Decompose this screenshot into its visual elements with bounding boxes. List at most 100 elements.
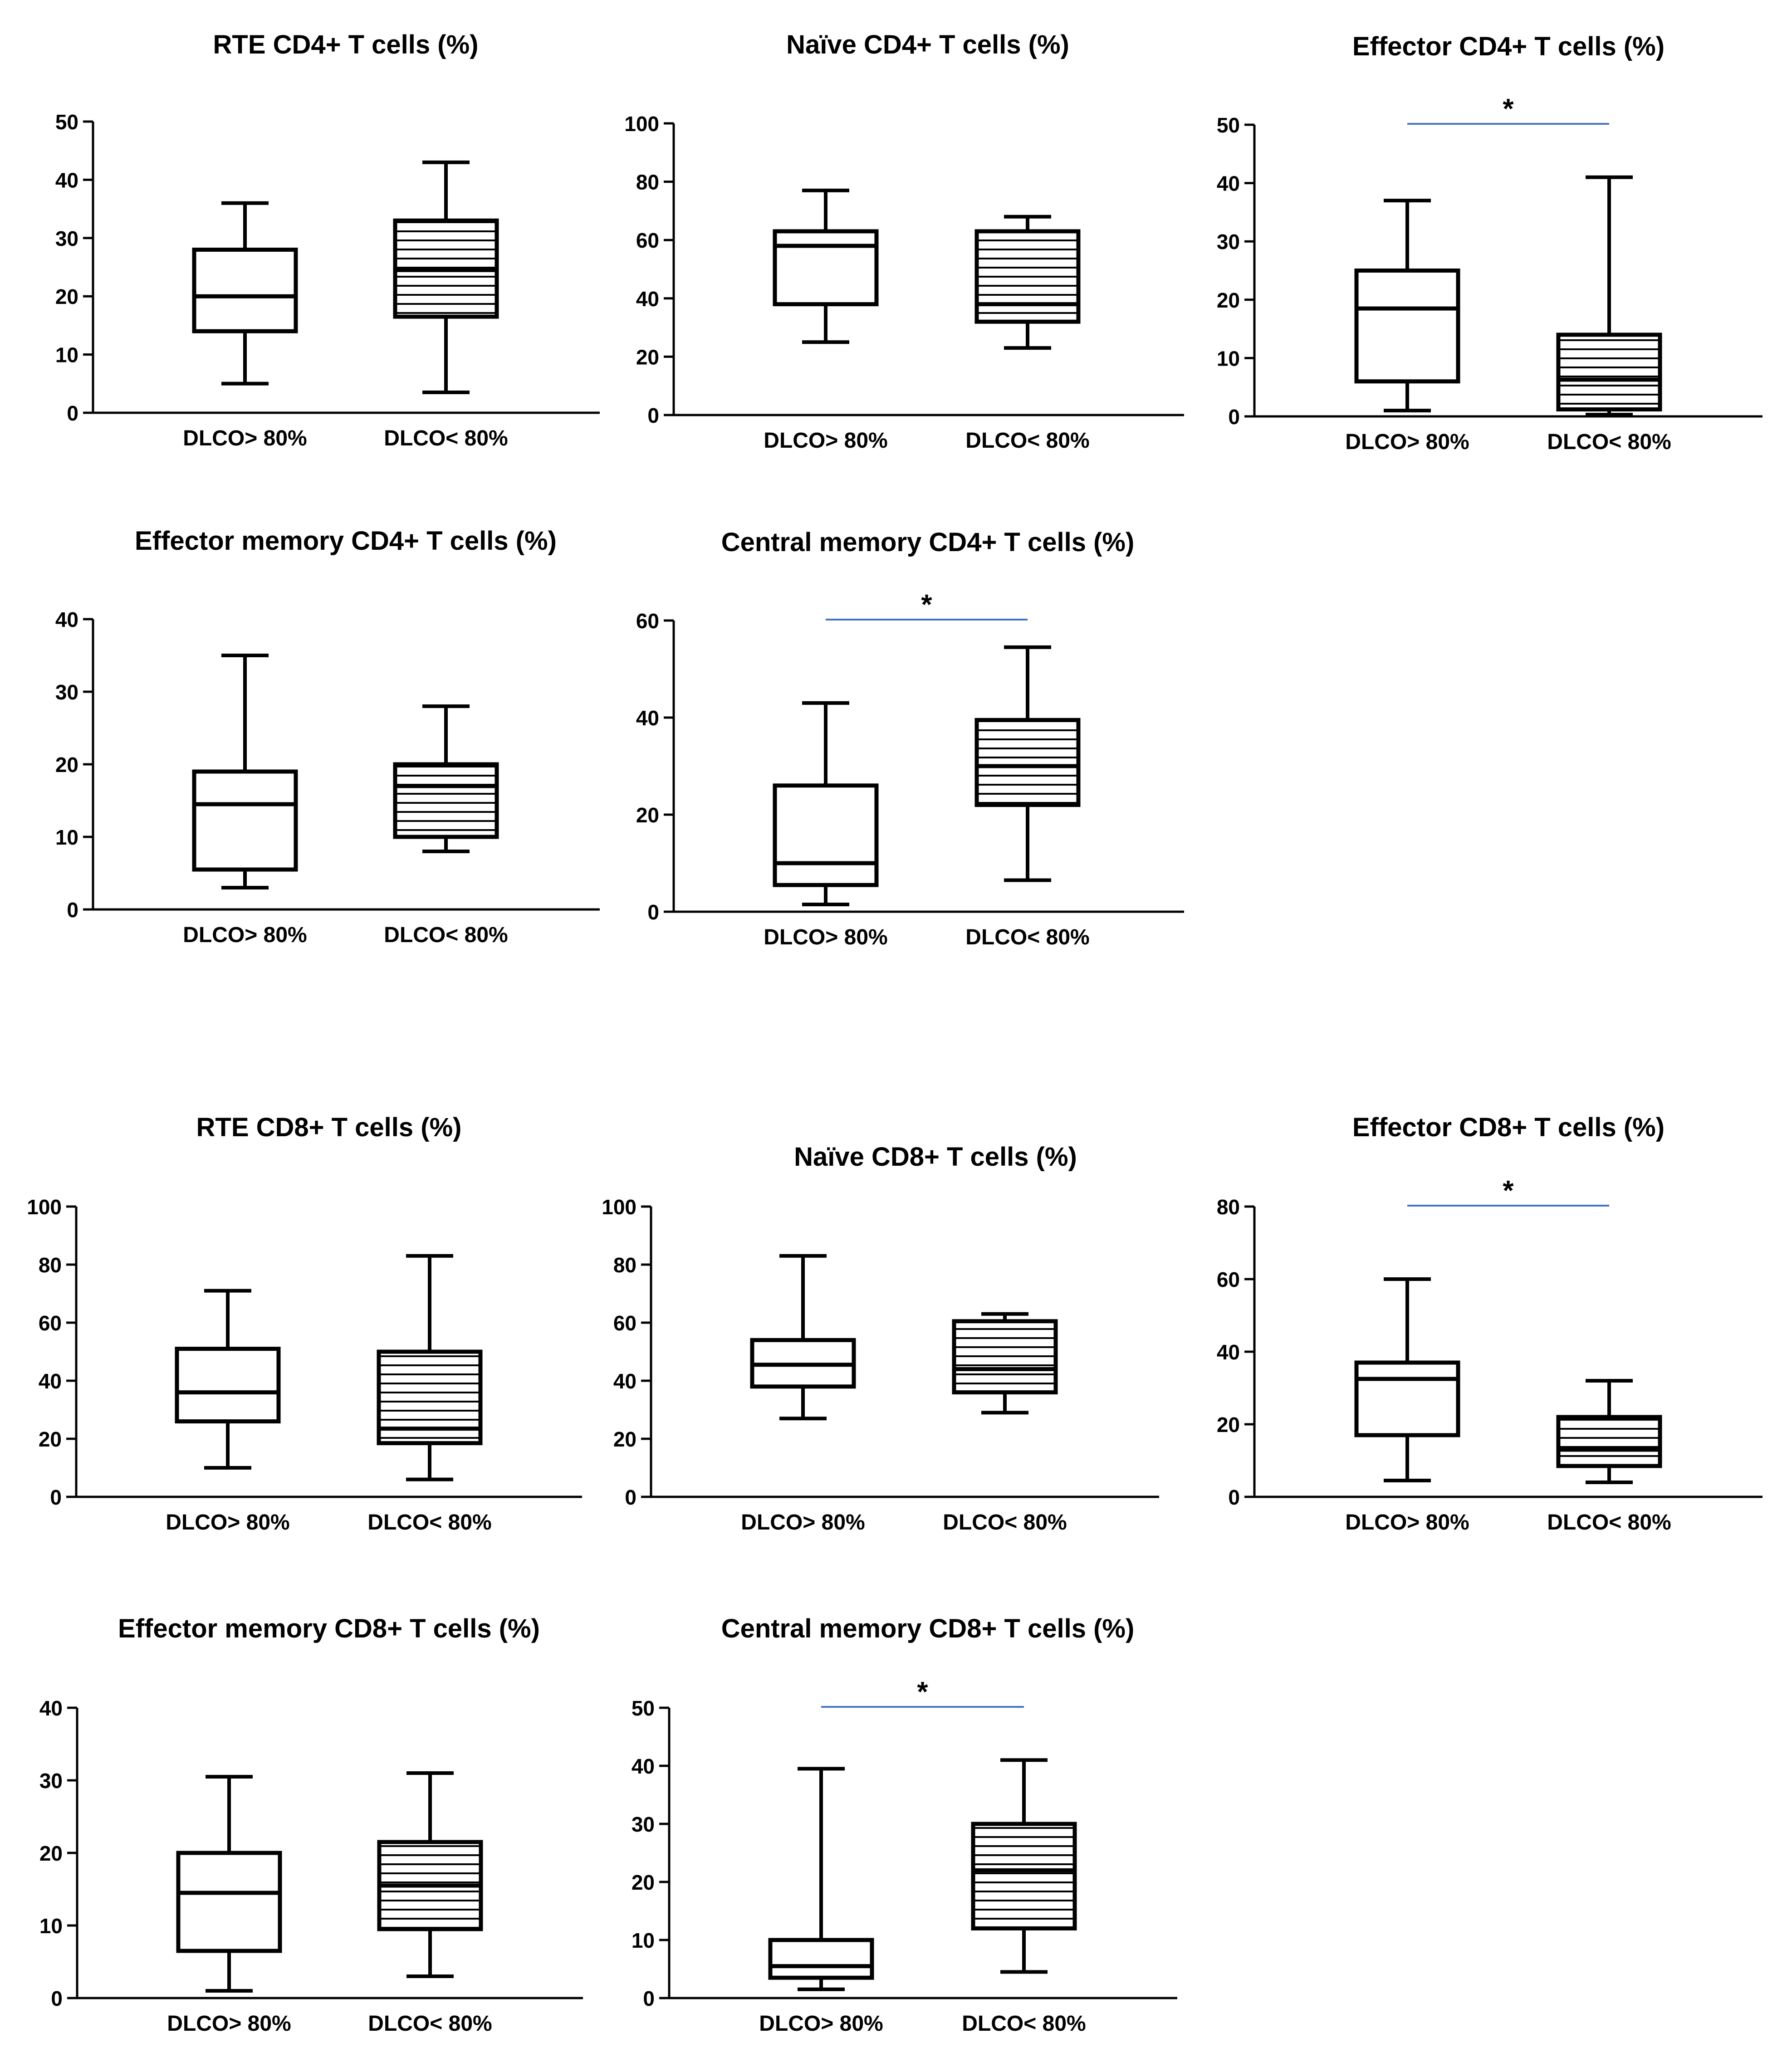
box-dlco-above-80 <box>192 654 298 889</box>
y-tick-label: 40 <box>55 168 78 192</box>
y-tick-label: 20 <box>613 1427 637 1451</box>
y-tick-label: 20 <box>39 1842 63 1865</box>
panel-6: RTE CD8+ T cells (%) 0 20 40 60 80 100 DLCO> 80… <box>27 1113 582 1534</box>
x-category-label: DLCO< 80% <box>368 2012 492 2036</box>
box-iqr <box>192 769 298 872</box>
y-tick-label: 10 <box>632 1929 655 1952</box>
box-background <box>1356 1363 1458 1435</box>
y-tick-label: 40 <box>632 1754 655 1778</box>
y-tick-label: 60 <box>39 1311 62 1335</box>
y-tick-label: 40 <box>636 287 659 311</box>
box-background <box>1356 270 1458 381</box>
y-tick-label: 50 <box>632 1696 655 1720</box>
y-tick-label: 100 <box>624 112 659 136</box>
y-tick-label: 40 <box>39 1369 62 1393</box>
x-category-label: DLCO< 80% <box>943 1510 1067 1534</box>
box-iqr <box>952 1319 1058 1395</box>
box-dlco-above-80 <box>176 1775 282 1993</box>
panel-title: Naïve CD8+ T cells (%) <box>794 1142 1077 1172</box>
y-tick-label: 20 <box>55 285 78 308</box>
box-iqr <box>1354 1360 1460 1437</box>
box-iqr <box>192 247 298 333</box>
box-background <box>194 772 296 870</box>
panel-10: Central memory CD8+ T cells (%) 0 10 20 30 40… <box>632 1614 1177 2036</box>
y-tick-label: 40 <box>613 1369 637 1393</box>
y-tick-label: 0 <box>647 404 659 427</box>
x-category-label: DLCO> 80% <box>183 426 307 450</box>
y-tick-label: 20 <box>1217 1413 1240 1437</box>
y-tick-label: 50 <box>1217 113 1240 137</box>
box-dlco-below-80 <box>393 160 499 395</box>
box-background <box>775 785 876 885</box>
panel-title: Effector CD8+ T cells (%) <box>1352 1113 1665 1142</box>
y-tick-label: 30 <box>39 1769 63 1793</box>
x-category-label: DLCO< 80% <box>965 925 1089 949</box>
y-tick-label: 60 <box>636 609 659 633</box>
panel-3: Effector CD4+ T cells (%) 0 10 20 30 40 50 DLCO… <box>1217 32 1763 454</box>
panel-4: Effector memory CD4+ T cells (%) 0 10 20 30 4… <box>55 526 600 947</box>
box-dlco-above-80 <box>1354 1277 1460 1482</box>
x-category-label: DLCO< 80% <box>367 1510 491 1534</box>
x-category-label: DLCO< 80% <box>965 429 1089 453</box>
x-category-label: DLCO< 80% <box>1547 430 1671 454</box>
y-tick-label: 20 <box>39 1427 62 1451</box>
box-iqr <box>773 783 879 887</box>
x-category-label: DLCO> 80% <box>166 1510 289 1534</box>
box-dlco-below-80 <box>393 704 499 853</box>
y-tick-label: 0 <box>1228 1486 1240 1509</box>
x-category-label: DLCO> 80% <box>183 923 307 947</box>
panel-5: Central memory CD4+ T cells (%) 0 20 40 60 DL… <box>636 528 1184 949</box>
box-hatch <box>977 231 1078 322</box>
box-iqr <box>377 1349 483 1446</box>
x-category-label: DLCO> 80% <box>1345 1510 1469 1534</box>
box-dlco-below-80 <box>377 1771 483 1978</box>
box-iqr <box>768 1938 874 1980</box>
x-category-label: DLCO> 80% <box>1345 430 1469 454</box>
y-tick-label: 30 <box>55 680 78 704</box>
y-tick-label: 10 <box>39 1914 63 1938</box>
y-tick-label: 30 <box>1217 230 1240 254</box>
y-tick-label: 80 <box>613 1253 637 1277</box>
box-iqr <box>1354 269 1460 384</box>
y-tick-label: 40 <box>1217 172 1240 195</box>
significance-star: * <box>921 589 932 621</box>
box-dlco-below-80 <box>1556 1379 1662 1484</box>
box-iqr <box>176 1851 282 1953</box>
box-dlco-above-80 <box>192 201 298 386</box>
x-category-label: DLCO> 80% <box>741 1510 865 1534</box>
panel-7: Naïve CD8+ T cells (%) 0 20 40 60 80 100 DLCO> … <box>602 1142 1159 1534</box>
y-tick-label: 0 <box>643 1987 655 2010</box>
box-iqr <box>773 229 879 307</box>
box-dlco-above-80 <box>773 701 879 906</box>
panel-9: Effector memory CD8+ T cells (%) 0 10 20 30 4… <box>39 1614 583 2036</box>
y-tick-label: 0 <box>1228 405 1240 429</box>
box-dlco-below-80 <box>1556 175 1662 417</box>
y-tick-label: 40 <box>1217 1340 1240 1364</box>
box-hatch <box>954 1321 1056 1393</box>
x-category-label: DLCO< 80% <box>384 923 508 947</box>
y-tick-label: 0 <box>50 1486 62 1509</box>
box-dlco-above-80 <box>1354 199 1460 413</box>
y-tick-label: 20 <box>632 1871 655 1894</box>
x-category-label: DLCO> 80% <box>764 429 887 453</box>
y-tick-label: 40 <box>39 1696 63 1720</box>
y-tick-label: 60 <box>636 229 659 252</box>
panel-2: Naïve CD4+ T cells (%) 0 20 40 60 80 100 DLCO> … <box>624 30 1184 453</box>
box-dlco-below-80 <box>971 1758 1077 1974</box>
y-tick-label: 20 <box>1217 288 1240 312</box>
box-dlco-below-80 <box>952 1312 1058 1415</box>
panel-title: RTE CD4+ T cells (%) <box>213 30 479 59</box>
significance-star: * <box>1503 93 1514 125</box>
x-category-label: DLCO> 80% <box>759 2012 883 2036</box>
x-category-label: DLCO< 80% <box>1547 1510 1671 1534</box>
box-hatch <box>973 1824 1075 1929</box>
y-tick-label: 50 <box>55 110 78 134</box>
box-dlco-below-80 <box>974 645 1081 882</box>
y-tick-label: 30 <box>632 1813 655 1836</box>
panel-1: RTE CD4+ T cells (%) 0 10 20 30 40 50 DLCO> 80%… <box>55 30 600 450</box>
box-hatch <box>1558 1417 1660 1466</box>
x-category-label: DLCO> 80% <box>167 2012 291 2036</box>
y-tick-label: 0 <box>67 401 78 425</box>
y-tick-label: 100 <box>27 1195 62 1219</box>
box-dlco-above-80 <box>750 1254 856 1421</box>
